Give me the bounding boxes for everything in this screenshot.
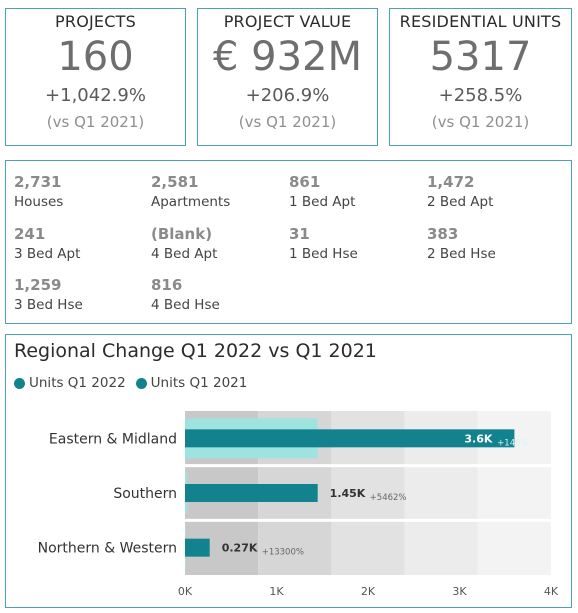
kpi-compare: (vs Q1 2021) xyxy=(238,113,337,131)
breakdown-label: 3 Bed Hse xyxy=(14,297,83,313)
breakdown-value: 816 xyxy=(151,276,183,294)
legend-item-units-q1-2022[interactable]: Units Q1 2022 xyxy=(14,375,126,391)
category-label: Eastern & Midland xyxy=(49,431,177,447)
breakdown-label: 4 Bed Apt xyxy=(151,246,218,262)
breakdown-label: 2 Bed Apt xyxy=(427,194,494,210)
category-label: Northern & Western xyxy=(38,541,177,557)
breakdown-value: 861 xyxy=(289,173,321,191)
legend-item-units-q1-2021[interactable]: Units Q1 2021 xyxy=(135,375,248,391)
breakdown-item-1-bed-apt: 861 1 Bed Apt xyxy=(289,173,355,210)
breakdown-label: Apartments xyxy=(151,194,231,210)
breakdown-item-1-bed-hse: 31 1 Bed Hse xyxy=(289,225,358,262)
breakdown-value: 1,472 xyxy=(427,173,475,191)
breakdown-value: 2,731 xyxy=(14,173,62,191)
breakdown-label: 1 Bed Apt xyxy=(289,194,356,210)
x-tick-label: 1K xyxy=(269,585,284,598)
legend-dot-icon xyxy=(14,377,25,389)
kpi-card-residential-units: RESIDENTIAL UNITS 5317 +258.5% (vs Q1 20… xyxy=(389,8,572,146)
x-tick-label: 3K xyxy=(452,585,467,598)
breakdown-value: 383 xyxy=(427,225,459,243)
breakdown-value: 241 xyxy=(14,225,46,243)
kpi-title: PROJECTS xyxy=(55,12,136,31)
breakdown-value: (Blank) xyxy=(151,225,213,243)
x-tick-label: 2K xyxy=(361,585,376,598)
kpi-value: 160 xyxy=(57,34,134,80)
breakdown-item-2-bed-apt: 1,472 2 Bed Apt xyxy=(427,173,493,210)
breakdown-item-houses: 2,731 Houses xyxy=(14,173,63,210)
change-label: +13300% xyxy=(262,548,304,558)
breakdown-value: 2,581 xyxy=(151,173,199,191)
value-label: 3.6K xyxy=(464,432,492,445)
x-tick-label: 4K xyxy=(544,585,559,598)
legend-label: Units Q1 2021 xyxy=(150,375,248,391)
regional-change-chart-panel: Regional Change Q1 2022 vs Q1 2021 Units… xyxy=(5,334,572,608)
bar-q1-2022 xyxy=(185,538,210,557)
breakdown-item-apartments: 2,581 Apartments xyxy=(151,173,230,210)
breakdown-label: 4 Bed Hse xyxy=(151,297,220,313)
breakdown-label: 3 Bed Apt xyxy=(14,246,81,262)
unit-breakdown-panel: 2,731 Houses 2,581 Apartments 861 1 Bed … xyxy=(5,160,572,324)
bar-q1-2022 xyxy=(185,484,318,502)
kpi-compare: (vs Q1 2021) xyxy=(431,113,530,131)
legend-dot-icon xyxy=(135,377,147,389)
row-separator xyxy=(185,518,551,522)
bar-q1-2022 xyxy=(185,429,515,448)
value-label: 1.45K xyxy=(330,487,366,500)
legend-label: Units Q1 2022 xyxy=(29,375,126,391)
kpi-card-project-value: PROJECT VALUE € 932M +206.9% (vs Q1 2021… xyxy=(197,8,378,146)
breakdown-item-2-bed-hse: 383 2 Bed Hse xyxy=(427,225,496,262)
breakdown-item-3-bed-hse: 1,259 3 Bed Hse xyxy=(14,276,83,313)
regional-bar-chart: Eastern & Midland 3.6K +148% Southern 1.45K +… xyxy=(38,411,559,598)
breakdown-item-4-bed-apt: (Blank) 4 Bed Apt xyxy=(151,225,217,262)
value-label: 0.27K xyxy=(222,542,258,555)
breakdown-label: 1 Bed Hse xyxy=(289,246,358,262)
x-tick-label: 0K xyxy=(178,585,193,598)
kpi-compare: (vs Q1 2021) xyxy=(46,113,145,131)
kpi-value: 5317 xyxy=(429,34,532,80)
breakdown-label: 2 Bed Hse xyxy=(427,246,496,262)
chart-title: Regional Change Q1 2022 vs Q1 2021 xyxy=(14,340,377,362)
kpi-change: +206.9% xyxy=(245,85,330,106)
breakdown-item-4-bed-hse: 816 4 Bed Hse xyxy=(151,276,220,313)
change-label: +5462% xyxy=(370,493,407,503)
category-label: Southern xyxy=(113,486,177,502)
kpi-change: +1,042.9% xyxy=(45,85,146,106)
kpi-value: € 932M xyxy=(212,34,363,80)
breakdown-value: 31 xyxy=(289,225,310,243)
row-separator xyxy=(185,464,551,468)
breakdown-value: 1,259 xyxy=(14,276,62,294)
kpi-title: RESIDENTIAL UNITS xyxy=(399,12,562,31)
kpi-change: +258.5% xyxy=(438,85,523,106)
breakdown-label: Houses xyxy=(14,194,64,210)
kpi-card-projects: PROJECTS 160 +1,042.9% (vs Q1 2021) xyxy=(5,8,186,146)
chart-legend: Units Q1 2022 Units Q1 2021 xyxy=(14,375,257,391)
breakdown-item-3-bed-apt: 241 3 Bed Apt xyxy=(14,225,80,262)
change-label: +148% xyxy=(497,438,528,448)
kpi-title: PROJECT VALUE xyxy=(223,12,352,31)
